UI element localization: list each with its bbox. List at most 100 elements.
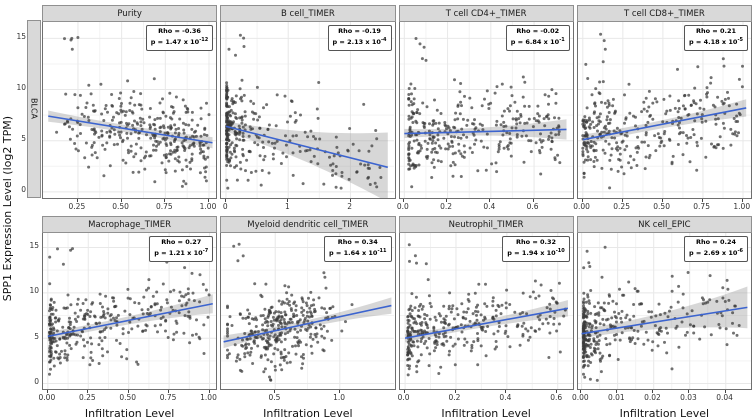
x-tick-mark: [661, 199, 663, 202]
scatter-points: [406, 37, 561, 189]
x-tick-mark: [287, 199, 289, 202]
stats-annotation: Rho = 0.24 p = 2.69 x 10-6: [684, 236, 748, 262]
stats-annotation: Rho = 0.34 p = 1.64 x 10-11: [324, 236, 392, 262]
stats-annotation: Rho = 0.32 p = 1.94 x 10-10: [502, 236, 570, 262]
x-tick-label: 0.75: [693, 202, 710, 211]
scatter-points: [581, 245, 741, 382]
x-tick-label: 0.6: [550, 393, 563, 402]
x-tick-mark: [274, 390, 276, 393]
grid-minor: [577, 233, 751, 389]
x-tick-label: 1.0: [333, 393, 346, 402]
facet-panel: Myeloid dendritic cell_TIMER Rho = 0.34 p …: [220, 216, 396, 403]
p-value: p = 6.84 x 10: [510, 37, 560, 46]
x-tick-label: 0.01: [607, 393, 625, 402]
p-value-exponent: -10: [555, 247, 565, 254]
rho-value: Rho = 0.32: [515, 238, 557, 246]
panel-plot-area: Rho = 0.24 p = 2.69 x 10-6: [576, 233, 752, 390]
x-tick-label: 0.03: [680, 393, 697, 402]
stats-annotation: Rho = -0.19 p = 2.13 x 10-4: [327, 25, 392, 51]
panel-plot-area: Rho = 0.27 p = 1.21 x 10-7: [42, 233, 218, 390]
facet-title-strip: T cell CD8+_TIMER: [576, 5, 752, 22]
p-value-exponent: -12: [199, 36, 209, 43]
p-value-exponent: -6: [737, 247, 743, 254]
stats-annotation: Rho = -0.36 p = 1.47 x 10-12: [145, 25, 214, 51]
rho-value: Rho = -0.36: [158, 27, 201, 35]
panel-plot-svg: [43, 22, 216, 198]
x-tick-mark: [168, 390, 170, 393]
y-tick-label: 5: [34, 331, 39, 341]
x-tick-label: 0.4: [499, 393, 512, 402]
x-tick-mark: [46, 390, 48, 393]
x-tick-label: 0.0: [397, 393, 410, 402]
facet-title: Neutrophil_TIMER: [448, 219, 524, 230]
y-axis-gutter: 0 5 10 15: [14, 216, 42, 403]
x-tick-mark: [76, 199, 78, 202]
rho-value: Rho = 0.34: [337, 238, 378, 246]
regression-line: [223, 304, 392, 343]
x-axis-label: Infiltration Level: [619, 407, 710, 418]
confidence-band: [581, 286, 748, 339]
facet-panel: Macrophage_TIMER Rho = 0.27 p = 1.21 x 10-…: [39, 216, 218, 403]
facet-title-strip: Purity: [42, 5, 218, 22]
x-tick-mark: [446, 199, 448, 202]
x-tick-label: 0.00: [573, 202, 590, 211]
x-tick-mark: [701, 199, 703, 202]
facet-title: T cell CD8+_TIMER: [623, 8, 705, 19]
y-axis-label-text: SPP1 Expression Level (log2 TPM): [0, 116, 14, 302]
rho-value: Rho = -0.02: [516, 27, 560, 35]
x-tick-mark: [120, 199, 122, 202]
p-value: p = 2.69 x 10: [689, 248, 738, 257]
regression-line: [226, 125, 389, 169]
panel-plot-area: Rho = -0.19 p = 2.13 x 10-4: [220, 22, 396, 199]
x-tick-label: 1.00: [199, 202, 217, 211]
regression-line: [47, 302, 213, 338]
panel-plot-svg: [43, 233, 216, 389]
panel-plot-area: Rho = -0.02 p = 6.84 x 10-1: [398, 22, 574, 199]
confidence-band: [226, 121, 389, 198]
facet-panel: Purity Rho = -0.36 p = 1.47 x 10-12 0.25 0.5…: [42, 5, 218, 212]
x-axis-label: Infiltration Level: [84, 407, 175, 418]
x-tick-mark: [621, 199, 623, 202]
rho-value: Rho = -0.19: [338, 27, 381, 35]
facet-title: Macrophage_TIMER: [88, 219, 172, 230]
p-value-exponent: -5: [737, 36, 743, 43]
facet-title-strip: Myeloid dendritic cell_TIMER: [220, 216, 396, 233]
p-value: p = 1.21 x 10: [154, 248, 203, 257]
x-tick-mark: [505, 390, 507, 393]
x-tick-label: 1.00: [733, 202, 751, 211]
x-tick-mark: [652, 390, 654, 393]
x-tick-label: 0.50: [653, 202, 670, 211]
facet-title: NK cell_EPIC: [638, 219, 691, 230]
x-tick-label: 0.00: [571, 393, 589, 402]
facet-title-strip: Macrophage_TIMER: [42, 216, 218, 233]
y-tick-label: 0: [34, 377, 39, 387]
x-tick-label: 0.04: [716, 393, 733, 402]
x-axis-ticks: 0.0 0.2 0.4 0.6: [398, 390, 574, 403]
rho-value: Rho = 0.27: [161, 238, 202, 246]
x-tick-label: 0.50: [119, 393, 137, 402]
x-axis-label: Infiltration Level: [441, 407, 531, 418]
p-value: p = 2.13 x 10: [332, 37, 381, 46]
x-tick-mark: [402, 199, 404, 202]
y-axis-gutter: 0 5 10 15 BLCA: [14, 5, 42, 212]
x-tick-label: 0.2: [440, 202, 453, 211]
x-tick-mark: [741, 199, 743, 202]
scatter-points: [55, 36, 211, 188]
grid-minor: [577, 22, 751, 198]
x-axis-ticks: 0.5 1.0: [220, 390, 395, 403]
scatter-points: [581, 32, 744, 190]
x-tick-mark: [688, 390, 690, 393]
x-axis-ticks: 0 1 2: [220, 199, 395, 212]
x-tick-mark: [489, 199, 491, 202]
x-tick-label: 1.00: [200, 393, 217, 402]
x-tick-label: 0: [222, 202, 228, 211]
facet-panel: NK cell_EPIC Rho = 0.24 p = 2.69 x 10-6 0.0…: [572, 216, 752, 403]
x-tick-label: 0.50: [112, 202, 129, 211]
x-tick-mark: [164, 199, 166, 202]
x-axis-spacer: [14, 407, 42, 418]
panel-plot-area: Rho = 0.32 p = 1.94 x 10-10: [398, 233, 574, 390]
x-tick-label: 0.6: [526, 202, 539, 211]
panel-plot-area: Rho = 0.21 p = 4.18 x 10-5: [576, 22, 752, 199]
grid-major: [399, 22, 573, 198]
p-value-exponent: -11: [377, 247, 387, 254]
